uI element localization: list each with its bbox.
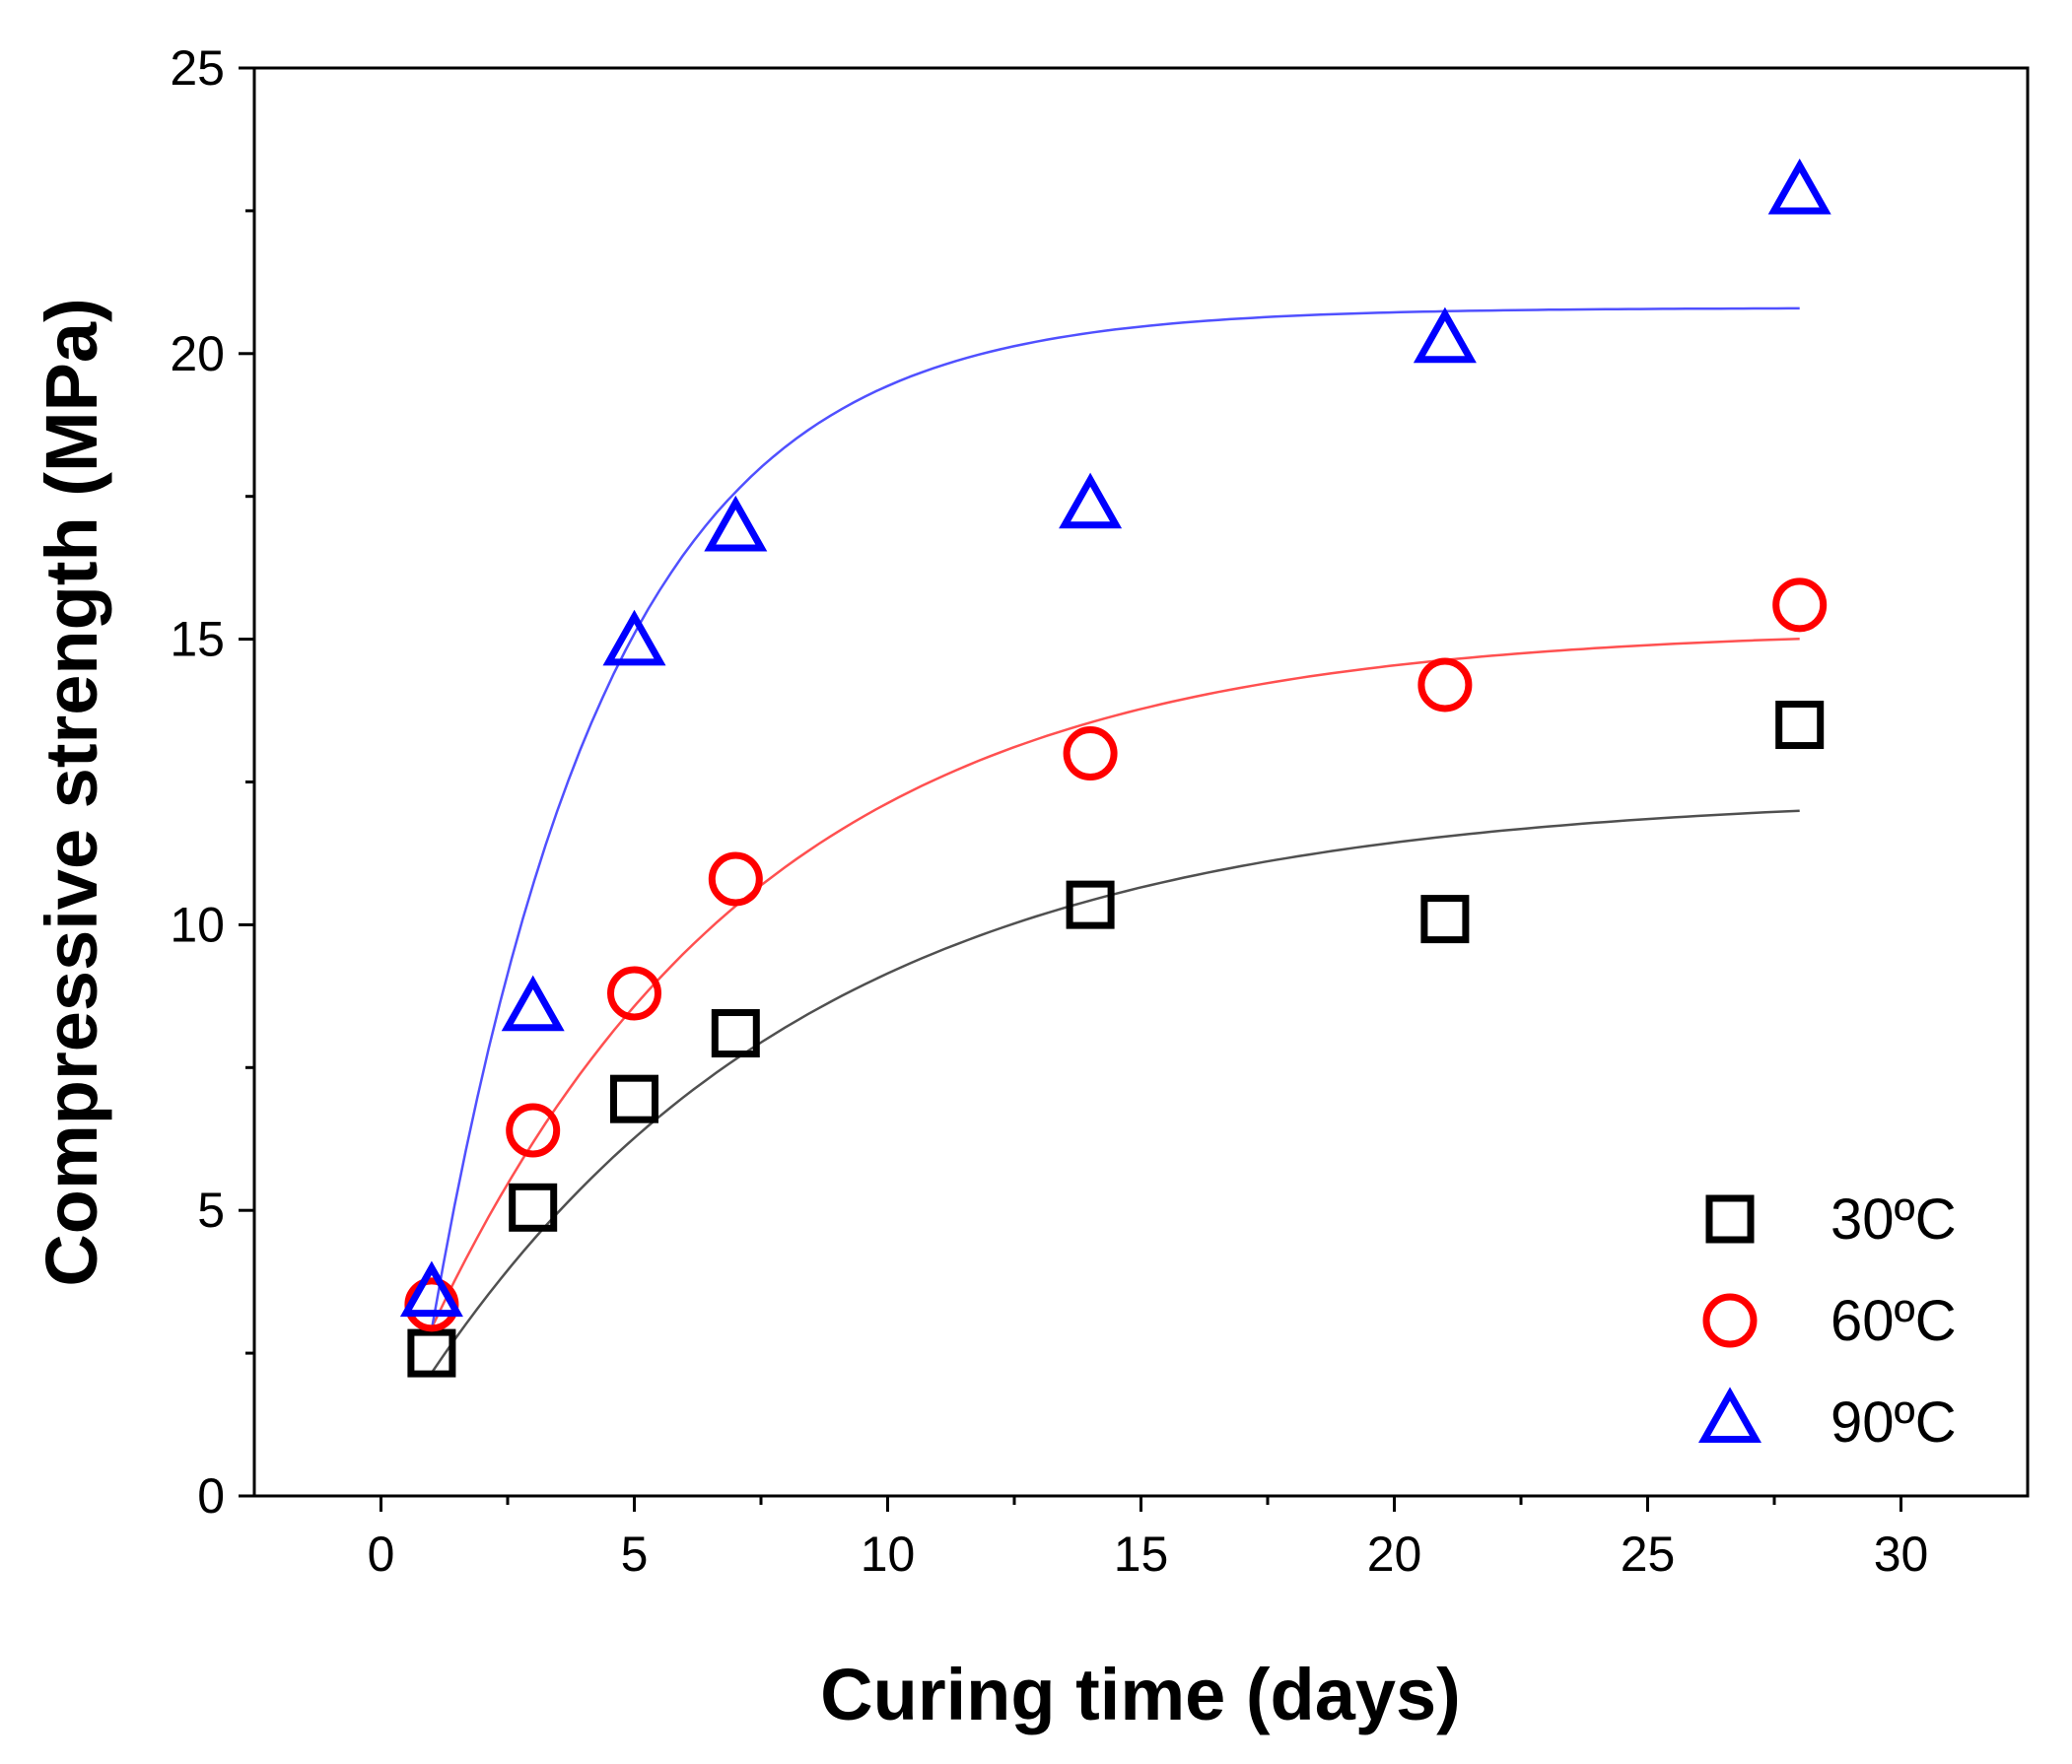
legend-label: 90ºC — [1830, 1391, 1957, 1455]
x-tick-label: 5 — [621, 1527, 649, 1582]
fit-curves — [430, 306, 1800, 1374]
data-point-circle — [607, 966, 661, 1021]
legend-marker-circle — [1702, 1293, 1758, 1348]
fit-curve — [430, 637, 1800, 1329]
data-point-circle — [708, 851, 763, 907]
data-point-square — [1420, 895, 1470, 944]
x-tick-label: 20 — [1367, 1527, 1422, 1582]
data-point-square — [407, 1328, 456, 1378]
y-tick-label: 25 — [170, 40, 225, 96]
x-tick-label: 30 — [1874, 1527, 1929, 1582]
data-point-square — [1775, 701, 1825, 750]
data-point-triangle — [1413, 306, 1477, 364]
x-tick-label: 25 — [1621, 1527, 1676, 1582]
legend-marker-triangle — [1698, 1387, 1761, 1443]
data-point-circle — [1417, 657, 1473, 712]
data-point-square — [509, 1183, 558, 1232]
data-point-triangle — [602, 609, 666, 666]
data-point-square — [711, 1009, 760, 1058]
x-tick-label: 15 — [1114, 1527, 1169, 1582]
y-tick-label: 5 — [197, 1183, 225, 1238]
data-point-triangle — [704, 495, 768, 552]
data-point-square — [1066, 880, 1115, 929]
plot-frame — [252, 66, 2030, 1498]
legend: 30ºC 60ºC 90ºC — [1698, 1187, 1957, 1455]
data-point-triangle — [399, 1260, 463, 1318]
legend-label: 60ºC — [1830, 1289, 1957, 1353]
data-point-circle — [1772, 577, 1828, 633]
legend-marker-square — [1705, 1194, 1755, 1244]
data-point-triangle — [1767, 158, 1831, 215]
y-tick-label: 15 — [170, 612, 225, 667]
y-axis-title: Compressive strength (MPa) — [31, 298, 112, 1286]
x-axis-title: Curing time (days) — [820, 1654, 1461, 1735]
data-points — [399, 158, 1831, 1378]
fit-curve — [430, 809, 1800, 1374]
data-point-circle — [1063, 726, 1118, 781]
axes: 0 5 10 15 20 25 30 0 5 10 15 20 25 — [170, 40, 2030, 1582]
data-point-circle — [506, 1103, 561, 1158]
data-point-triangle — [1059, 472, 1123, 529]
y-tick-label: 20 — [170, 326, 225, 381]
x-tick-label: 0 — [368, 1527, 395, 1582]
data-point-square — [610, 1074, 658, 1123]
x-tick-label: 10 — [861, 1527, 916, 1582]
legend-label: 30ºC — [1830, 1187, 1957, 1252]
y-tick-label: 10 — [170, 897, 225, 952]
fit-curve — [430, 306, 1800, 1330]
y-tick-label: 0 — [197, 1468, 225, 1524]
data-point-circle — [404, 1277, 459, 1332]
data-point-triangle — [501, 975, 565, 1032]
